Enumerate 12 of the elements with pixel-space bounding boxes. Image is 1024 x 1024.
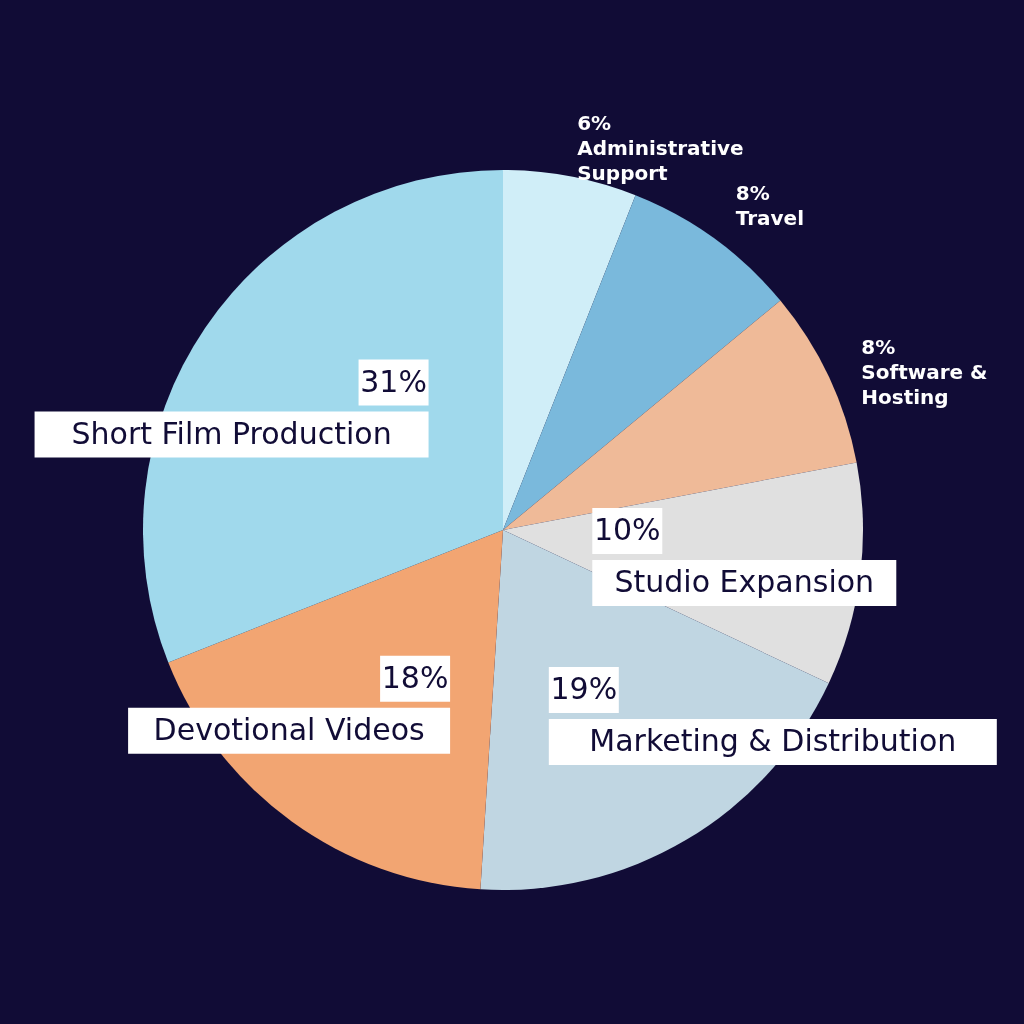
slice-label: Software & Hosting (861, 360, 988, 410)
slice-label: Devotional Videos (153, 711, 425, 747)
slice-label: Travel (735, 205, 805, 230)
slice-label: Short Film Production (71, 415, 392, 451)
data-label: 31% (360, 363, 427, 399)
data-label: 10% (593, 512, 661, 548)
data-label: 6% (577, 110, 612, 135)
slice-label: Marketing & Distribution (589, 722, 957, 758)
data-label: 19% (550, 670, 618, 706)
slice-label: Studio Expansion (614, 564, 875, 600)
data-label: 8% (861, 335, 896, 360)
data-label: 18% (381, 659, 449, 695)
